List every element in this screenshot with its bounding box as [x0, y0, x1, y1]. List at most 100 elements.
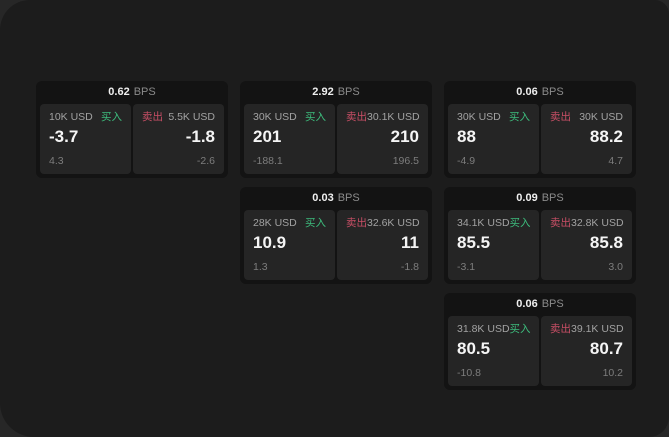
- buy-tile-header: 30K USD 买入: [457, 111, 530, 124]
- buy-side-label: 买入: [305, 111, 326, 123]
- sell-price: 88.2: [589, 126, 623, 146]
- sell-delta: 4.7: [608, 155, 623, 168]
- sell-tile-header: 卖出 32.8K USD: [550, 217, 624, 230]
- card-header: 2.92 BPS: [240, 81, 432, 104]
- card-body: 10K USD 买入 -3.7 4.3 卖出 5.5K USD -1.8 -2.…: [36, 104, 228, 178]
- buy-side-label: 买入: [509, 323, 531, 335]
- sell-side-label: 卖出: [550, 217, 571, 229]
- sell-quote-tile[interactable]: 卖出 5.5K USD -1.8 -2.6: [133, 104, 224, 174]
- quote-card: 0.06 BPS 30K USD 买入 88 -4.9 卖出: [444, 81, 636, 178]
- sell-quote-tile[interactable]: 卖出 39.1K USD 80.7 10.2: [541, 316, 632, 386]
- sell-size: 30K USD: [579, 111, 623, 123]
- sell-price: 11: [401, 232, 419, 252]
- sell-quote-tile[interactable]: 卖出 30.1K USD 210 196.5: [337, 104, 428, 174]
- buy-quote-tile[interactable]: 10K USD 买入 -3.7 4.3: [40, 104, 131, 174]
- card-header: 0.62 BPS: [36, 81, 228, 104]
- sell-tile-header: 卖出 30.1K USD: [346, 111, 420, 124]
- bps-unit-label: BPS: [541, 298, 564, 310]
- card-body: 30K USD 买入 88 -4.9 卖出 30K USD 88.2 4.7: [444, 104, 636, 178]
- buy-delta: 1.3: [253, 261, 268, 274]
- sell-delta: -1.8: [400, 261, 419, 274]
- sell-delta: 10.2: [602, 367, 623, 380]
- card-header: 0.03 BPS: [240, 187, 432, 210]
- buy-price: 85.5: [457, 232, 491, 252]
- buy-quote-tile[interactable]: 30K USD 买入 88 -4.9: [448, 104, 539, 174]
- sell-side-label: 卖出: [346, 111, 367, 123]
- buy-size: 30K USD: [457, 111, 501, 123]
- bps-value: 0.09: [516, 192, 538, 204]
- sell-delta: -2.6: [196, 155, 215, 168]
- sell-tile-header: 卖出 5.5K USD: [142, 111, 215, 124]
- buy-side-label: 买入: [509, 111, 530, 123]
- bps-unit-label: BPS: [337, 192, 360, 204]
- sell-tile-header: 卖出 32.6K USD: [346, 217, 420, 230]
- bps-unit-label: BPS: [133, 86, 156, 98]
- buy-tile-header: 31.8K USD 买入: [457, 323, 531, 336]
- sell-size: 32.6K USD: [367, 217, 420, 229]
- buy-price: 10.9: [253, 232, 287, 252]
- buy-size: 31.8K USD: [457, 323, 510, 335]
- buy-quote-tile[interactable]: 31.8K USD 买入 80.5 -10.8: [448, 316, 539, 386]
- buy-delta: -4.9: [457, 155, 476, 168]
- sell-price: -1.8: [185, 126, 215, 146]
- quote-card: 0.03 BPS 28K USD 买入 10.9 1.3 卖出: [240, 187, 432, 284]
- buy-tile-header: 34.1K USD 买入: [457, 217, 531, 230]
- sell-quote-tile[interactable]: 卖出 32.6K USD 11 -1.8: [337, 210, 428, 280]
- buy-delta: 4.3: [49, 155, 64, 168]
- buy-tile-header: 10K USD 买入: [49, 111, 122, 124]
- buy-size: 34.1K USD: [457, 217, 510, 229]
- quote-card: 0.06 BPS 31.8K USD 买入 80.5 -10.8 卖: [444, 293, 636, 390]
- card-header: 0.06 BPS: [444, 81, 636, 104]
- buy-price: 201: [253, 126, 282, 146]
- sell-size: 5.5K USD: [168, 111, 215, 123]
- buy-quote-tile[interactable]: 34.1K USD 买入 85.5 -3.1: [448, 210, 539, 280]
- card-body: 34.1K USD 买入 85.5 -3.1 卖出 32.8K USD 85.8…: [444, 210, 636, 284]
- quote-card: 0.09 BPS 34.1K USD 买入 85.5 -3.1 卖出: [444, 187, 636, 284]
- sell-side-label: 卖出: [346, 217, 367, 229]
- buy-quote-tile[interactable]: 28K USD 买入 10.9 1.3: [244, 210, 335, 280]
- sell-size: 32.8K USD: [571, 217, 624, 229]
- buy-delta: -10.8: [457, 367, 481, 380]
- sell-delta: 196.5: [392, 155, 419, 168]
- sell-price: 210: [390, 126, 419, 146]
- sell-quote-tile[interactable]: 卖出 30K USD 88.2 4.7: [541, 104, 632, 174]
- buy-delta: -188.1: [253, 155, 283, 168]
- buy-tile-header: 30K USD 买入: [253, 111, 326, 124]
- buy-price: 88: [457, 126, 476, 146]
- bps-value: 2.92: [312, 86, 334, 98]
- card-header: 0.09 BPS: [444, 187, 636, 210]
- buy-price: -3.7: [49, 126, 79, 146]
- bps-value: 0.06: [516, 298, 538, 310]
- sell-size: 30.1K USD: [367, 111, 420, 123]
- quote-card: 2.92 BPS 30K USD 买入 201 -188.1 卖出: [240, 81, 432, 178]
- card-body: 31.8K USD 买入 80.5 -10.8 卖出 39.1K USD 80.…: [444, 316, 636, 390]
- card-header: 0.06 BPS: [444, 293, 636, 316]
- buy-side-label: 买入: [305, 217, 326, 229]
- buy-delta: -3.1: [457, 261, 476, 274]
- sell-tile-header: 卖出 39.1K USD: [550, 323, 624, 336]
- card-body: 30K USD 买入 201 -188.1 卖出 30.1K USD 210 1…: [240, 104, 432, 178]
- buy-size: 28K USD: [253, 217, 297, 229]
- quotes-grid: 0.62 BPS 10K USD 买入 -3.7 4.3 卖出: [36, 81, 636, 390]
- buy-quote-tile[interactable]: 30K USD 买入 201 -188.1: [244, 104, 335, 174]
- bps-unit-label: BPS: [541, 86, 564, 98]
- quote-card: 0.62 BPS 10K USD 买入 -3.7 4.3 卖出: [36, 81, 228, 178]
- buy-side-label: 买入: [101, 111, 122, 123]
- buy-size: 30K USD: [253, 111, 297, 123]
- sell-quote-tile[interactable]: 卖出 32.8K USD 85.8 3.0: [541, 210, 632, 280]
- buy-side-label: 买入: [509, 217, 531, 229]
- bps-value: 0.03: [312, 192, 334, 204]
- bps-unit-label: BPS: [337, 86, 360, 98]
- sell-price: 85.8: [589, 232, 623, 252]
- sell-price: 80.7: [589, 338, 623, 358]
- card-body: 28K USD 买入 10.9 1.3 卖出 32.6K USD 11 -1.8: [240, 210, 432, 284]
- sell-side-label: 卖出: [550, 111, 571, 123]
- buy-price: 80.5: [457, 338, 491, 358]
- buy-size: 10K USD: [49, 111, 93, 123]
- bps-value: 0.62: [108, 86, 130, 98]
- buy-tile-header: 28K USD 买入: [253, 217, 326, 230]
- sell-side-label: 卖出: [142, 111, 163, 123]
- bps-unit-label: BPS: [541, 192, 564, 204]
